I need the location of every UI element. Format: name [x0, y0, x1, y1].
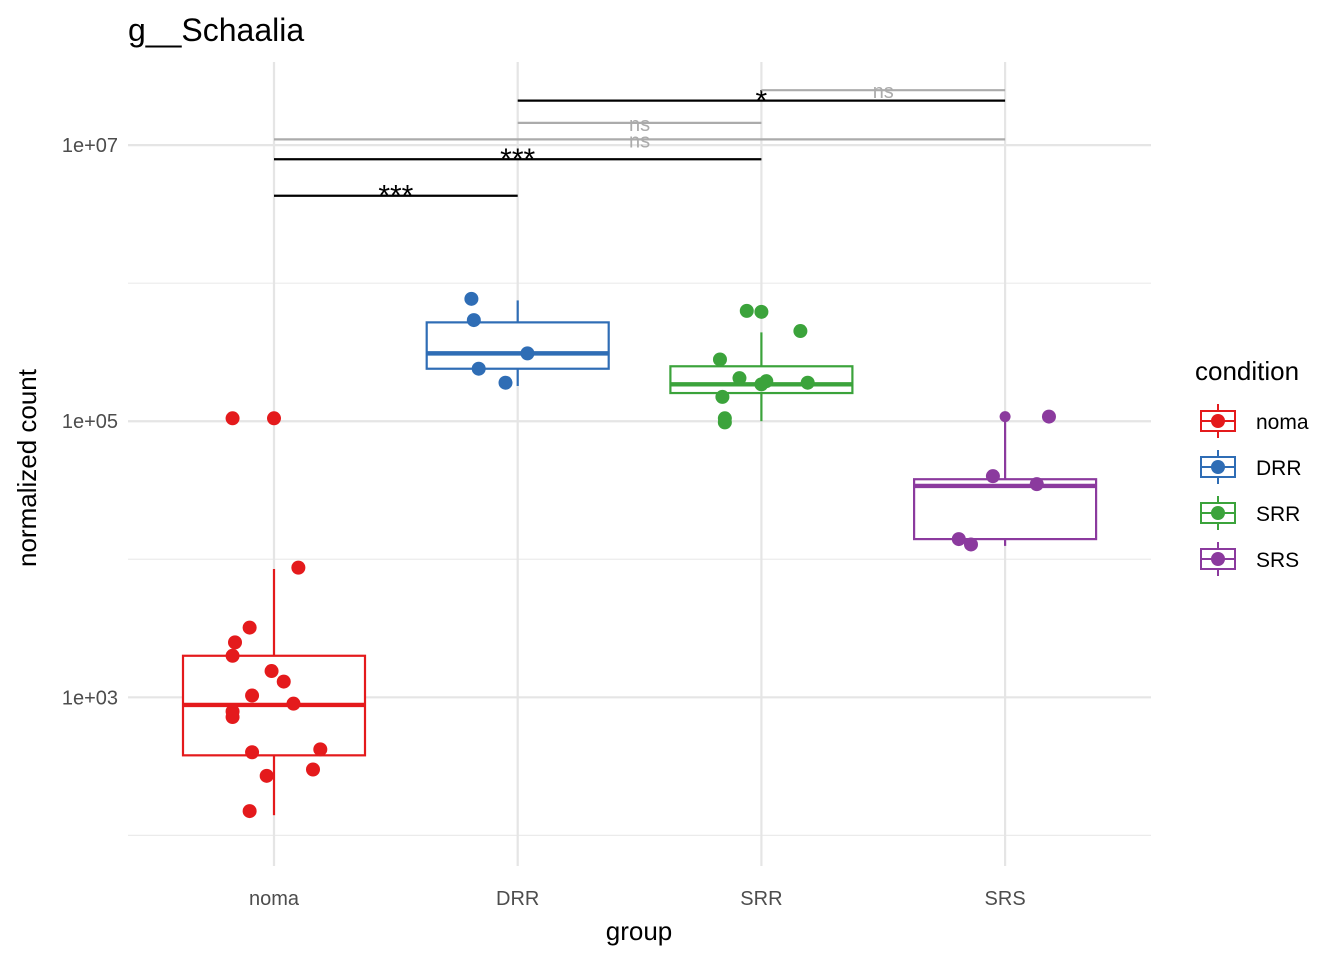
data-point	[466, 313, 481, 328]
legend-label: noma	[1256, 411, 1309, 434]
x-tick-label: SRR	[740, 888, 782, 910]
data-point	[498, 375, 513, 390]
data-point	[291, 560, 306, 575]
comparison-label: ***	[500, 143, 535, 176]
comparison-label: ***	[378, 180, 413, 213]
legend-key-point	[1211, 460, 1225, 474]
data-point	[242, 804, 257, 819]
data-point	[225, 648, 240, 663]
comparison-label: ns	[873, 81, 894, 103]
box-iqr	[912, 478, 1098, 541]
data-point	[313, 742, 328, 757]
outlier-point	[999, 411, 1011, 423]
axes: 1e+03 1e+05 1e+07 noma DRR SRR SRS	[62, 135, 1026, 910]
data-point	[800, 375, 815, 390]
legend-key-point	[1211, 552, 1225, 566]
legend-key-point	[1211, 506, 1225, 520]
data-point	[228, 635, 243, 650]
data-point	[225, 411, 240, 426]
y-tick-label: 1e+05	[62, 411, 118, 433]
data-point	[951, 532, 966, 547]
data-point	[520, 346, 535, 361]
box-iqr	[425, 321, 610, 370]
data-point	[276, 674, 291, 689]
legend-label: SRS	[1256, 549, 1299, 572]
data-point	[732, 371, 747, 386]
data-point	[717, 415, 732, 430]
data-point	[985, 469, 1000, 484]
y-tick-label: 1e+07	[62, 135, 118, 157]
x-tick-label: noma	[249, 888, 300, 910]
boxplots	[181, 300, 1098, 816]
data-point	[264, 664, 279, 679]
data-point	[712, 352, 727, 367]
legend-key-point	[1211, 414, 1225, 428]
data-point	[1029, 477, 1044, 492]
data-point	[464, 291, 479, 306]
comparison-label: *	[756, 85, 768, 118]
legend-label: SRR	[1256, 503, 1300, 526]
data-point	[1041, 409, 1056, 424]
data-point	[739, 303, 754, 318]
y-tick-label: 1e+03	[62, 687, 118, 709]
y-axis-label: normalized count	[12, 368, 42, 567]
x-axis-label: group	[606, 916, 673, 946]
data-point	[267, 411, 281, 426]
legend-label: DRR	[1256, 457, 1302, 480]
chart-title: g__Schaalia	[128, 12, 304, 48]
legend-item: DRR	[1200, 450, 1302, 484]
data-point	[793, 324, 808, 339]
data-point	[245, 688, 260, 703]
data-point	[225, 710, 240, 725]
data-point	[754, 304, 769, 319]
comparison-label: ns	[629, 114, 650, 136]
data-point	[286, 696, 301, 711]
legend-item: SRS	[1200, 542, 1299, 576]
data-point	[471, 361, 486, 376]
data-points	[225, 291, 1056, 819]
data-point	[242, 620, 257, 635]
comparison-label: ns	[629, 130, 650, 152]
data-point	[305, 762, 320, 777]
legend: noma DRR SRR SRS	[1200, 404, 1309, 576]
legend-title: condition	[1195, 356, 1299, 386]
x-tick-label: DRR	[496, 888, 539, 910]
legend-item: noma	[1200, 404, 1309, 438]
legend-item: SRR	[1200, 496, 1300, 530]
data-point	[245, 745, 260, 760]
x-tick-label: SRS	[985, 888, 1026, 910]
data-point	[715, 389, 730, 404]
data-point	[754, 377, 769, 392]
data-point	[963, 537, 978, 552]
data-point	[259, 768, 274, 783]
